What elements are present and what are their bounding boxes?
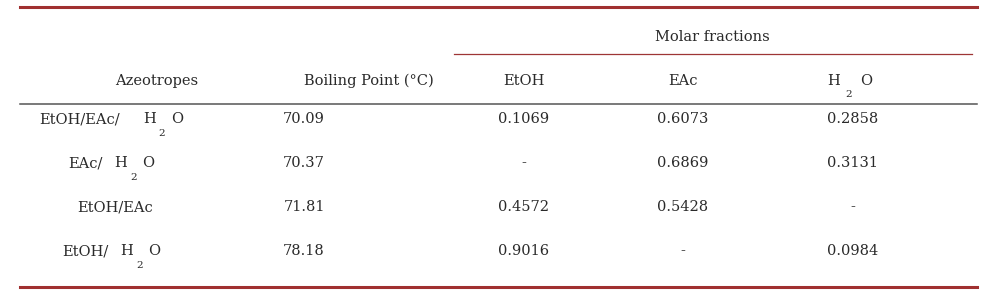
Text: EAc/: EAc/ xyxy=(68,156,103,170)
Text: 0.6073: 0.6073 xyxy=(657,112,709,126)
Text: EtOH/EAc/: EtOH/EAc/ xyxy=(40,112,121,126)
Text: 70.09: 70.09 xyxy=(283,112,325,126)
Text: 0.2858: 0.2858 xyxy=(827,112,878,126)
Text: O: O xyxy=(170,112,182,126)
Text: EtOH/EAc: EtOH/EAc xyxy=(77,200,153,214)
Text: 2: 2 xyxy=(130,173,137,182)
Text: 0.3131: 0.3131 xyxy=(827,156,878,170)
Text: 0.0984: 0.0984 xyxy=(827,244,878,258)
Text: O: O xyxy=(148,244,160,258)
Text: 0.9016: 0.9016 xyxy=(498,244,549,258)
Text: -: - xyxy=(681,244,685,258)
Text: -: - xyxy=(521,156,525,170)
Text: Molar fractions: Molar fractions xyxy=(655,30,771,44)
Text: EtOH/: EtOH/ xyxy=(63,244,109,258)
Text: 0.1069: 0.1069 xyxy=(498,112,549,126)
Text: 70.37: 70.37 xyxy=(283,156,325,170)
Text: 2: 2 xyxy=(136,261,143,270)
Text: O: O xyxy=(860,74,872,88)
Text: 71.81: 71.81 xyxy=(283,200,325,214)
Text: 0.6869: 0.6869 xyxy=(657,156,709,170)
Text: -: - xyxy=(850,200,854,214)
Text: 0.4572: 0.4572 xyxy=(498,200,549,214)
Text: 78.18: 78.18 xyxy=(283,244,325,258)
Text: EAc: EAc xyxy=(668,74,698,88)
Text: H: H xyxy=(120,244,133,258)
Text: Azeotropes: Azeotropes xyxy=(115,74,197,88)
Text: H: H xyxy=(114,156,127,170)
Text: 0.5428: 0.5428 xyxy=(657,200,709,214)
Text: Boiling Point (°C): Boiling Point (°C) xyxy=(304,74,434,88)
Text: H: H xyxy=(828,74,840,88)
Text: 2: 2 xyxy=(159,129,166,138)
Text: H: H xyxy=(143,112,156,126)
Text: 2: 2 xyxy=(845,91,852,99)
Text: EtOH: EtOH xyxy=(502,74,544,88)
Text: O: O xyxy=(142,156,155,170)
